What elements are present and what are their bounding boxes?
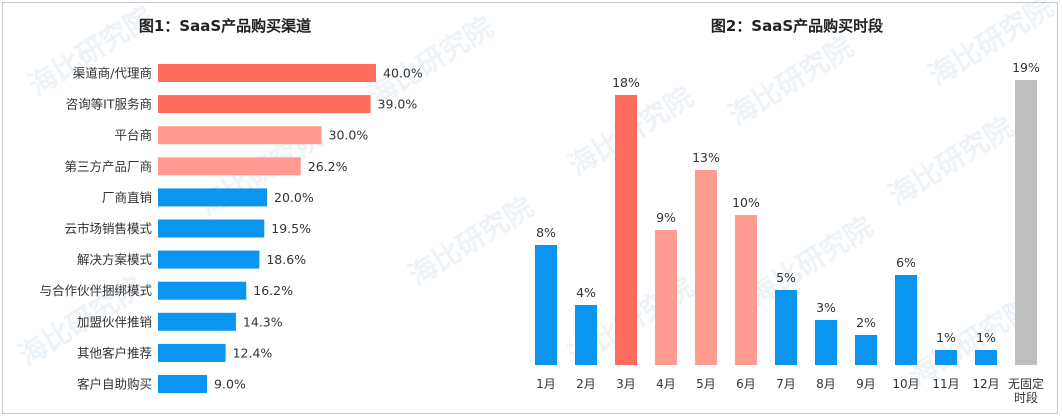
category-label: 解决方案模式: [77, 252, 153, 267]
bar-channel-5: [158, 219, 265, 238]
bar-period-7: [815, 320, 837, 365]
bar-period-3: [655, 230, 677, 365]
bar-period-0: [535, 245, 557, 365]
data-label: 13%: [692, 150, 720, 165]
bar-channel-1: [158, 95, 371, 114]
data-label: 2%: [856, 315, 876, 330]
data-label: 18%: [612, 75, 640, 90]
data-label: 10%: [732, 195, 760, 210]
bar-channel-9: [158, 343, 226, 362]
data-label: 18.6%: [266, 252, 306, 267]
data-label: 19%: [1012, 60, 1040, 75]
data-label: 20.0%: [274, 190, 314, 205]
data-label: 40.0%: [383, 66, 423, 81]
bar-channel-7: [158, 281, 247, 300]
category-label: 1月: [536, 377, 556, 391]
category-label: 厂商直销: [102, 190, 152, 205]
bar-channel-4: [158, 188, 267, 207]
data-label: 19.5%: [271, 221, 311, 236]
category-label: 9月: [856, 377, 876, 391]
bar-period-10: [935, 350, 957, 365]
bar-channel-6: [158, 250, 260, 269]
category-label: 11月: [932, 377, 959, 391]
category-label: 8月: [816, 377, 836, 391]
data-label: 6%: [896, 255, 916, 270]
category-label: 无固定时段: [1008, 376, 1044, 405]
data-label: 4%: [576, 285, 596, 300]
data-label: 26.2%: [308, 159, 348, 174]
data-label: 1%: [936, 330, 956, 345]
bar-period-11: [975, 350, 997, 365]
category-label: 7月: [776, 377, 796, 391]
bar-period-2: [615, 95, 637, 365]
category-label: 与合作伙伴捆绑模式: [39, 283, 152, 298]
category-label: 3月: [616, 377, 636, 391]
data-label: 39.0%: [378, 97, 418, 112]
data-label: 8%: [536, 225, 556, 240]
bar-channel-8: [158, 312, 236, 331]
bar-period-12: [1015, 80, 1037, 365]
data-label: 9.0%: [214, 377, 246, 392]
data-label: 12.4%: [233, 345, 273, 360]
bar-channel-3: [158, 157, 301, 176]
bar-period-4: [695, 170, 717, 365]
category-label: 咨询等IT服务商: [66, 97, 152, 112]
bar-period-5: [735, 215, 757, 365]
bar-channel-2: [158, 126, 322, 145]
data-label: 3%: [816, 300, 836, 315]
category-label: 第三方产品厂商: [64, 159, 152, 174]
category-label: 平台商: [114, 128, 152, 143]
category-label: 2月: [576, 377, 596, 391]
category-label: 云市场销售模式: [64, 221, 152, 236]
data-label: 30.0%: [329, 128, 369, 143]
chart2-title: 图2：SaaS产品购买时段: [711, 17, 883, 35]
bar-channel-10: [158, 375, 208, 393]
bar-channel-0: [158, 64, 376, 82]
chart1-title: 图1：SaaS产品购买渠道: [139, 17, 311, 35]
category-label: 客户自助购买: [77, 377, 152, 392]
category-label: 加盟伙伴推销: [77, 314, 152, 329]
category-label: 12月: [972, 377, 999, 391]
category-label: 4月: [656, 377, 676, 391]
category-label: 5月: [696, 377, 716, 391]
bar-period-1: [575, 305, 597, 365]
category-label: 6月: [736, 377, 756, 391]
data-label: 5%: [776, 270, 796, 285]
bar-period-6: [775, 290, 797, 365]
bar-period-8: [855, 335, 877, 365]
data-label: 16.2%: [253, 283, 293, 298]
bar-period-9: [895, 275, 917, 365]
category-label: 渠道商/代理商: [73, 66, 152, 81]
data-label: 1%: [976, 330, 996, 345]
data-label: 9%: [656, 210, 676, 225]
category-label: 其他客户推荐: [77, 345, 152, 360]
category-label: 10月: [892, 377, 919, 391]
data-label: 14.3%: [243, 314, 283, 329]
